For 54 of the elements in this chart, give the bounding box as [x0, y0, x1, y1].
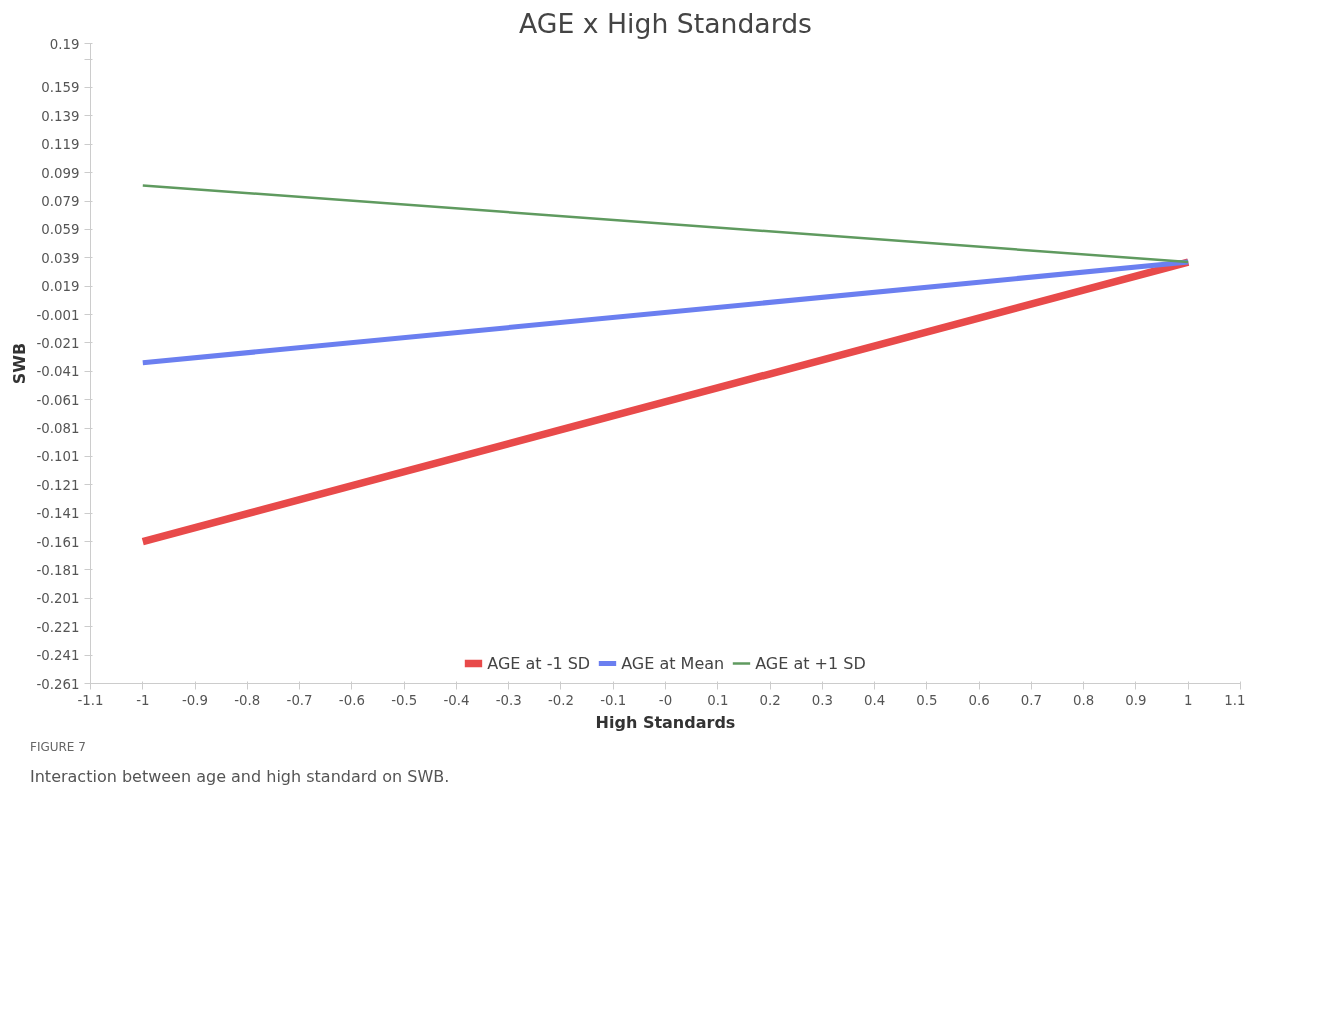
y-tick-label: 0.099: [41, 165, 80, 181]
x-tick-label: 0.4: [863, 692, 886, 708]
x-tick-label: -0.4: [443, 692, 470, 708]
y-tick-label: 0.079: [41, 194, 80, 210]
y-tick-label: 0.139: [41, 108, 80, 124]
chart-title: AGE x High Standards: [519, 7, 812, 39]
x-axis-title: High Standards: [595, 712, 736, 732]
legend-label: AGE at Mean: [621, 653, 725, 673]
x-tick-label: 1.1: [1224, 692, 1246, 708]
x-tick-label: -0.1: [600, 692, 627, 708]
y-tick-label: -0.041: [36, 364, 80, 380]
y-tick-label: -0.081: [36, 421, 80, 437]
y-tick-label: -0.261: [36, 676, 80, 692]
x-tick-label: -0.6: [338, 692, 365, 708]
x-tick-label: -0.7: [286, 692, 313, 708]
y-tick-label: 0.119: [41, 137, 80, 153]
y-tick-label: 0.19: [49, 36, 80, 52]
x-tick-label: -0.8: [234, 692, 261, 708]
x-tick-label: 0.1: [707, 692, 729, 708]
text: Interaction between age and high standard on SWB.: [30, 766, 450, 789]
y-tick-label: -0.181: [36, 562, 80, 578]
y-tick-label: -0.141: [36, 506, 80, 522]
y-tick-label: -0.161: [36, 534, 80, 550]
y-tick-label: -0.221: [36, 619, 80, 635]
x-tick-label: -0.5: [391, 692, 418, 708]
y-tick-label: -0.101: [36, 449, 80, 465]
x-tick-label: -1.1: [77, 692, 104, 708]
x-tick-label: 0.8: [1073, 692, 1095, 708]
x-tick-label: -0.2: [547, 692, 574, 708]
y-tick-label: -0.061: [36, 392, 80, 408]
x-tick-label: 0.2: [759, 692, 781, 708]
x-tick-label: -0.9: [182, 692, 209, 708]
y-axis-title: SWB: [9, 342, 29, 385]
x-tick-label: 0.9: [1125, 692, 1147, 708]
y-tick-label: 0.019: [41, 279, 80, 295]
x-tick-label: 1: [1183, 692, 1193, 708]
legend-label: AGE at +1 SD: [755, 653, 866, 673]
x-tick-label: 0.7: [1020, 692, 1043, 708]
y-tick-label: 0.059: [41, 222, 80, 238]
legend-label: AGE at -1 SD: [487, 653, 591, 673]
y-tick-label: -0.121: [36, 477, 80, 493]
y-tick-label: 0.039: [41, 250, 80, 266]
y-tick-label: -0.021: [36, 335, 80, 351]
y-tick-label: -0.201: [36, 591, 80, 607]
x-tick-label: 0.3: [811, 692, 833, 708]
y-tick-label: -0.001: [36, 307, 80, 323]
caption: FIGURE 7: [30, 739, 86, 756]
x-tick-label: 0.5: [916, 692, 938, 708]
x-tick-label: -0.3: [495, 692, 522, 708]
x-tick-label: -0: [658, 692, 673, 708]
y-tick-label: 0.159: [41, 80, 80, 96]
x-tick-label: -1: [136, 692, 150, 708]
y-tick-label: -0.241: [36, 648, 80, 664]
x-tick-label: 0.6: [968, 692, 990, 708]
